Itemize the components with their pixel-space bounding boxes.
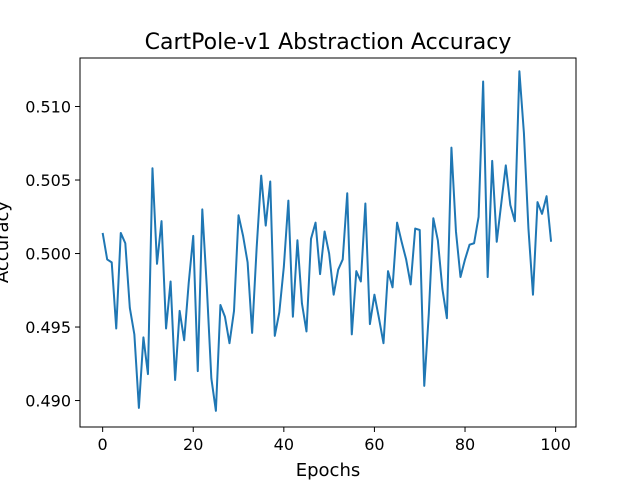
series-layer xyxy=(101,70,553,412)
y-tick-label: 0.500 xyxy=(25,245,71,264)
x-tick-label: 40 xyxy=(274,435,294,454)
x-axis-label: Epochs xyxy=(296,460,361,480)
x-tick-label: 20 xyxy=(183,435,203,454)
plot-frame xyxy=(79,57,577,428)
y-tick-label: 0.490 xyxy=(25,392,71,411)
x-tick-label: 60 xyxy=(364,435,384,454)
y-tick-label: 0.505 xyxy=(25,171,71,190)
x-tick-label: 80 xyxy=(455,435,475,454)
y-axis-label: Accuracy xyxy=(0,201,13,284)
plot-area xyxy=(79,57,577,428)
y-axis: 0.490 0.495 0.500 0.505 0.510 xyxy=(25,98,80,411)
y-tick-label: 0.510 xyxy=(25,98,71,117)
series-line-0 xyxy=(101,70,553,412)
x-tick-label: 100 xyxy=(540,435,571,454)
x-axis: 0 20 40 60 80 100 xyxy=(98,427,571,454)
y-tick-label: 0.495 xyxy=(25,318,71,337)
x-tick-label: 0 xyxy=(98,435,108,454)
chart-title: CartPole-v1 Abstraction Accuracy xyxy=(145,30,512,55)
